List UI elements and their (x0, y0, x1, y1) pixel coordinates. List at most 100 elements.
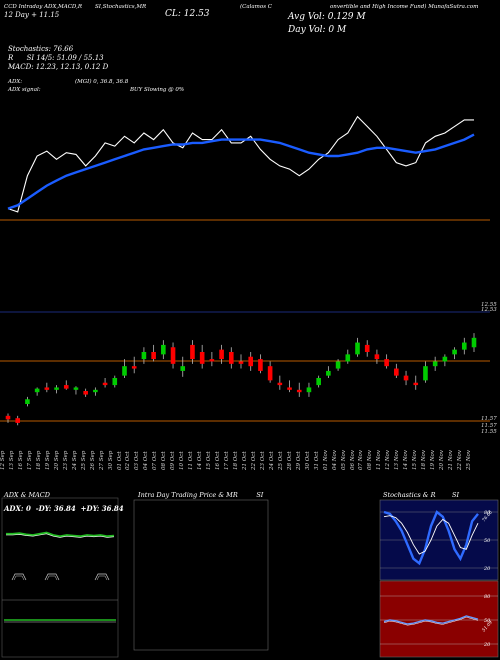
stoch-k-line (383, 510, 479, 566)
price-label-top2: 12.53 (481, 307, 497, 313)
candle (228, 347, 234, 369)
rsi-level-label: 80 (484, 594, 491, 600)
macd-hump-inner (13, 575, 25, 581)
header-day-change: 12 Day + 11.15 (4, 11, 60, 19)
candle-body (461, 342, 467, 350)
candle-body (34, 388, 40, 393)
candle (248, 352, 254, 371)
price-label-bot3: 11.55 (481, 429, 497, 435)
candle (238, 354, 244, 369)
candle-body (63, 385, 69, 389)
candle (209, 352, 215, 367)
candle (25, 396, 30, 407)
candle-body (238, 361, 244, 364)
header-close-price: CL: 12.53 (165, 9, 210, 19)
candle-body (15, 418, 21, 423)
candle (190, 340, 195, 364)
macd-hump (44, 573, 60, 581)
adx-line (6, 531, 115, 538)
candle (73, 386, 79, 395)
header-ticker-info: CCD Intraday ADX,MACD,R (4, 4, 83, 10)
candle-body (93, 389, 98, 393)
candle-body (306, 387, 312, 393)
candle-body (102, 382, 108, 386)
rsi-level-label: 50 (484, 618, 491, 624)
macd-hump (11, 573, 27, 581)
candle-body (287, 387, 292, 390)
candle (34, 387, 40, 396)
candle (151, 344, 156, 362)
candle (112, 375, 118, 388)
candle (355, 337, 360, 357)
macd-hump-inner (96, 575, 108, 581)
candle-body (170, 347, 176, 364)
macd-hump-inner (46, 575, 58, 581)
candle-body (471, 337, 477, 348)
candle (364, 340, 370, 357)
adx-signal-label: ADX signal: (8, 87, 41, 93)
candle (131, 356, 137, 374)
candle (316, 375, 321, 388)
candle (83, 388, 88, 397)
candle (199, 344, 205, 369)
candle (296, 382, 302, 397)
price-label-top1: 12.55 (481, 302, 497, 308)
candle (267, 361, 273, 383)
macd-hump (94, 573, 110, 581)
candle (54, 385, 59, 394)
candle-body (122, 366, 127, 376)
adx-values: (MGI) 0, 36.8, 36.8 (75, 79, 129, 85)
macd-readout: MACD: 12.23, 12.13, 0.12 D (8, 63, 109, 71)
price-label-bot1: 11.57 (481, 416, 497, 422)
candle-body (44, 387, 50, 390)
candle-body (326, 370, 331, 376)
candle-body (131, 366, 137, 369)
candle-body (403, 375, 409, 381)
candle-body (112, 378, 118, 386)
candle-body (413, 382, 419, 386)
stoch-rsi-panel-title: Stochastics & R SI (383, 491, 460, 499)
adx-panel-readout: ADX: 0 -DY: 36.84 +DY: 36.84 (4, 504, 124, 513)
candle (374, 349, 380, 364)
adx-label: ADX: (8, 79, 23, 85)
candle-body (73, 387, 79, 390)
stoch-level-label: 80 (484, 510, 491, 516)
candle (432, 356, 438, 371)
candle (141, 347, 147, 364)
candle-body (25, 399, 30, 404)
candle (384, 354, 389, 369)
candle (258, 354, 263, 374)
candle (423, 361, 428, 383)
candle-body (5, 415, 11, 420)
candle-body (384, 359, 389, 367)
candle (345, 349, 351, 364)
header-indicators: SI,Stochastics,MR (95, 4, 147, 10)
candle (326, 366, 331, 378)
header-avg-volume: Avg Vol: 0.129 M (288, 12, 366, 22)
rsi-readout: R SI 14/5: 51.09 / 55.13 (8, 54, 104, 62)
candle-body (83, 391, 88, 395)
candle (93, 387, 98, 396)
candle-body (316, 378, 321, 386)
candle-body (374, 354, 380, 360)
price-label-bot2: 11.57 (481, 423, 497, 429)
candle-body (394, 368, 399, 376)
candle (122, 359, 127, 378)
close-price-line (7, 115, 474, 213)
candle-body (199, 352, 205, 364)
candle-body (228, 352, 234, 364)
header-fund-name-rest: onvertible and High Income Fund) MunafaS… (330, 4, 479, 10)
header-day-volume: Day Vol: 0 M (288, 25, 347, 35)
ema-line (7, 133, 475, 210)
candle-body (277, 382, 283, 386)
stochastics-readout: Stochastics: 76.66 (8, 45, 74, 53)
candle-body (248, 356, 254, 367)
candle-body (180, 366, 186, 371)
rsi-panel (379, 580, 499, 658)
candle (44, 382, 50, 393)
candle-body (209, 359, 215, 362)
candle (161, 340, 166, 360)
intraday-panel (133, 499, 269, 651)
header-fund-name: (Calamos C (240, 4, 272, 10)
